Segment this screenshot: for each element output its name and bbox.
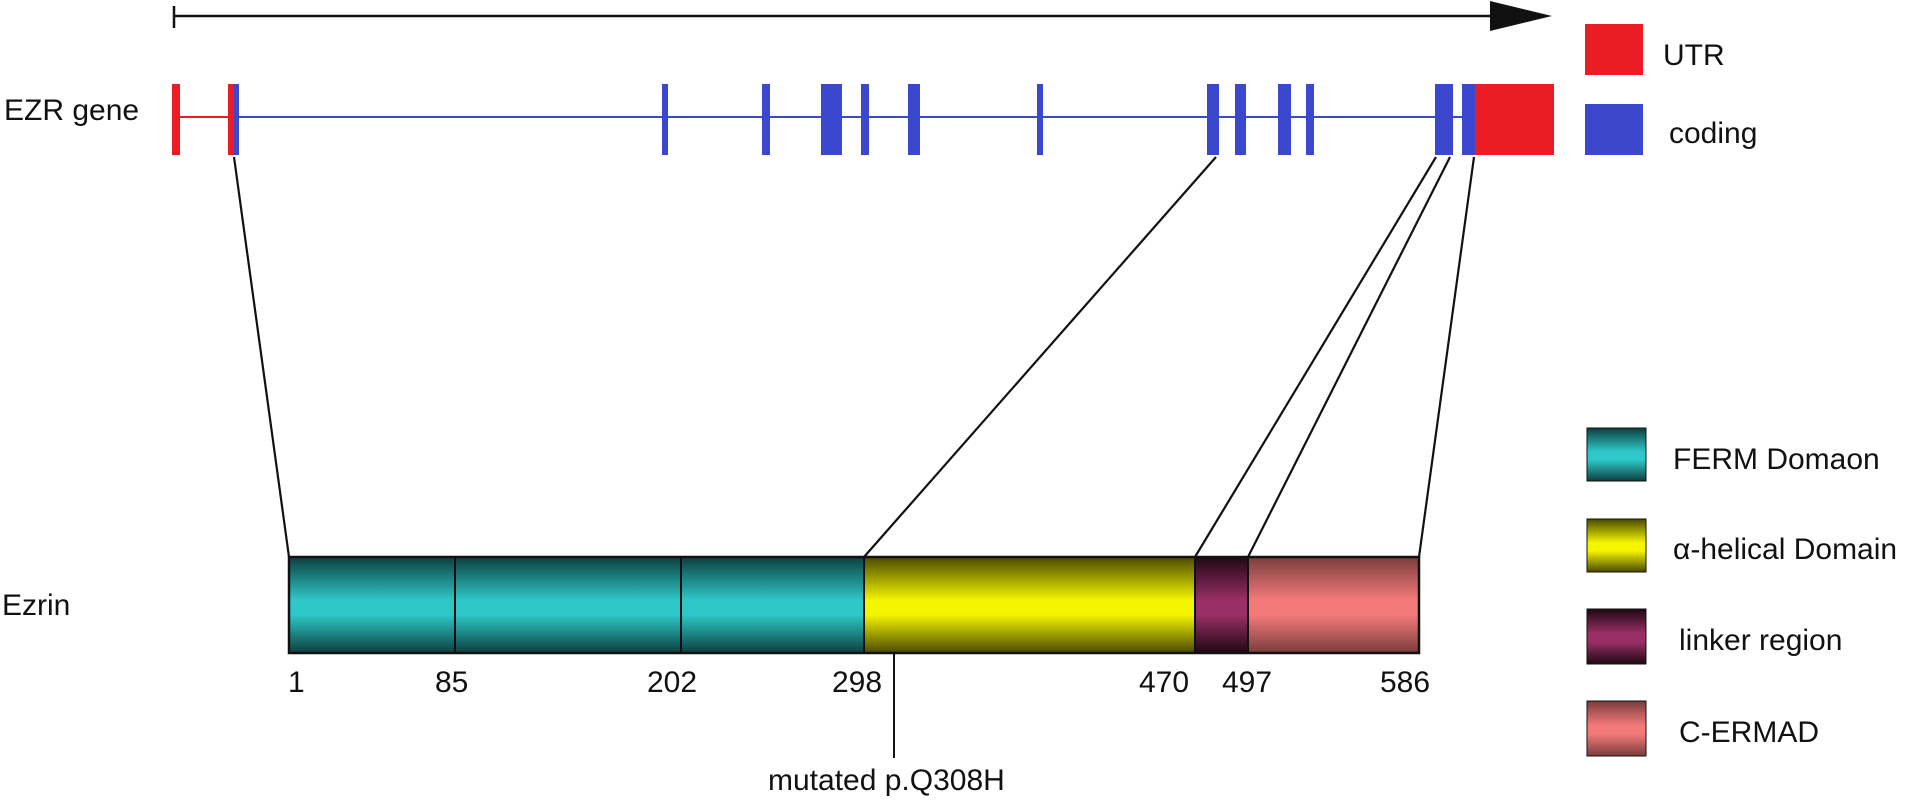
coding-exon: [1235, 84, 1246, 155]
position-label: 586: [1380, 666, 1431, 699]
position-label: 298: [832, 666, 883, 699]
coding-exon: [1306, 84, 1314, 155]
cermad-legend-label: C-ERMAD: [1679, 716, 1819, 749]
coding-legend-swatch: [1585, 104, 1643, 155]
position-label: 202: [647, 666, 698, 699]
legend: [1585, 24, 1647, 757]
coding-exon: [662, 84, 668, 155]
protein-outline: [287, 555, 1421, 655]
coding-exon: [762, 84, 770, 155]
coding-exon: [1462, 84, 1475, 155]
alpha-helical-domain: [864, 557, 1195, 653]
coding-exon: [821, 84, 842, 155]
protein-label: Ezrin: [2, 589, 71, 622]
mapping-line: [232, 156, 291, 558]
coding-exon: [908, 84, 920, 155]
cermad-legend-swatch: [1586, 700, 1647, 757]
position-label: 497: [1222, 666, 1273, 699]
utr-exon: [1475, 84, 1554, 155]
coding-exon: [1278, 84, 1291, 155]
ferm-domain-segment: [681, 557, 864, 653]
coding-exon: [1207, 84, 1219, 155]
mapping-line: [1194, 156, 1437, 558]
position-label: 1: [288, 666, 305, 699]
position-label: 470: [1139, 666, 1190, 699]
ferm-domain-segment: [289, 557, 455, 653]
mapping-line: [863, 156, 1217, 558]
protein-bar: [287, 555, 1421, 655]
ferm-domain-segment: [455, 557, 681, 653]
coding-exon: [861, 84, 869, 155]
linker-legend-swatch: [1586, 608, 1647, 665]
coding-exon: [1037, 84, 1043, 155]
gene-model: [172, 84, 1554, 155]
helical-legend-swatch: [1586, 518, 1647, 573]
ferm-legend-label: FERM Domaon: [1673, 443, 1880, 476]
coding-legend-label: coding: [1669, 117, 1758, 150]
linker-legend-label: linker region: [1679, 624, 1843, 657]
mapping-line: [1247, 156, 1451, 558]
utr-legend-swatch: [1585, 24, 1643, 75]
c-ermad-domain: [1248, 557, 1419, 653]
coding-exon: [1435, 84, 1453, 155]
mutation-name: Q308H: [909, 764, 1005, 797]
utr-exon: [172, 84, 180, 155]
mutation-prefix: mutated p.: [768, 764, 910, 797]
utr-legend-label: UTR: [1663, 39, 1725, 72]
exon-to-domain-mapping-lines: [232, 156, 1476, 558]
mapping-line: [1417, 156, 1476, 558]
mutation-label: mutated p.Q308H: [768, 766, 1005, 796]
ferm-legend-swatch: [1586, 427, 1647, 482]
linker-region: [1195, 557, 1248, 653]
coding-exon: [234, 84, 239, 155]
position-label: 85: [435, 666, 469, 699]
helical-legend-label: α-helical Domain: [1673, 533, 1898, 566]
utr-exon: [228, 84, 234, 155]
gene-label: EZR gene: [4, 94, 140, 127]
transcription-direction-arrow: [172, 1, 1552, 31]
